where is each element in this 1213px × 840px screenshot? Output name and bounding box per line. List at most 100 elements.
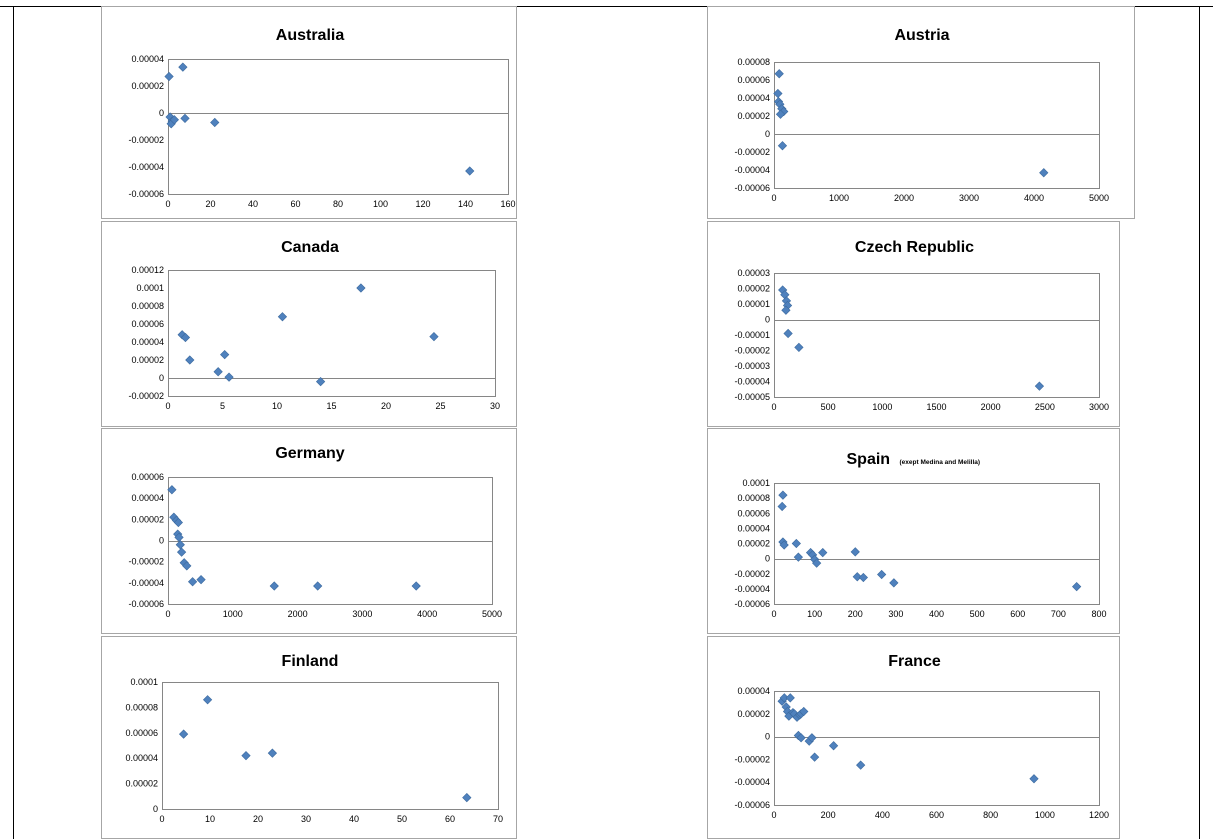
x-tick-label: 0 (165, 401, 170, 411)
y-tick-label: -0.00004 (128, 162, 164, 172)
y-tick-label: -0.00004 (734, 165, 770, 175)
plot-area (774, 691, 1100, 806)
x-tick-label: 1000 (1035, 810, 1055, 820)
x-tick-label: 2500 (1035, 402, 1055, 412)
y-tick-label: -0.00006 (128, 599, 164, 609)
data-point (178, 729, 189, 739)
y-tick-label: 0 (159, 373, 164, 383)
x-tick-label: 0 (159, 814, 164, 824)
y-tick-label: 0.00004 (131, 337, 164, 347)
y-tick-label: 0 (765, 129, 770, 139)
x-tick-label: 80 (333, 199, 343, 209)
y-tick-label: 0.0001 (136, 283, 164, 293)
y-tick-label: 0.00004 (131, 493, 164, 503)
data-point (313, 581, 323, 591)
chart-title: Finland (282, 653, 339, 670)
chart-svg: Spain (exept Medina and Melilla) -0.00006 -… (734, 451, 1106, 619)
data-point (1029, 774, 1039, 784)
y-tick-label: 0.00008 (737, 57, 770, 67)
x-tick-label: 1500 (926, 402, 946, 412)
y-tick-label: 0.00001 (737, 299, 770, 309)
y-tick-label: -0.00002 (734, 754, 770, 764)
data-point (411, 581, 421, 591)
data-point (315, 376, 326, 387)
x-tick-label: 500 (821, 402, 836, 412)
x-tick-label: 40 (349, 814, 359, 824)
y-tick-label: -0.00003 (734, 361, 770, 371)
data-point (173, 517, 183, 528)
y-tick-label: -0.00002 (128, 557, 164, 567)
data-point (852, 572, 862, 582)
x-tick-label: 200 (821, 810, 836, 820)
data-point (812, 558, 822, 568)
x-tick-label: 400 (929, 609, 944, 619)
data-point (793, 552, 803, 562)
data-point (856, 760, 866, 770)
y-tick-label: 0.00008 (125, 702, 158, 712)
data-point (176, 547, 187, 557)
data-point (1034, 381, 1045, 391)
x-tick-label: 600 (1010, 609, 1025, 619)
chart-panel-finland: Finland 0 0.00002 0.00004 0.00006 0.00008 0.00… (101, 636, 517, 839)
y-tick-label: -0.00002 (734, 569, 770, 579)
y-tick-label: -0.00004 (734, 777, 770, 787)
x-tick-label: 700 (1051, 609, 1066, 619)
y-tick-label: 0 (765, 315, 770, 325)
data-point (785, 693, 795, 703)
data-point (1039, 168, 1049, 178)
x-tick-label: 800 (983, 810, 998, 820)
chart-panel-canada: Canada -0.00002 0 0.00002 0.00004 0.00006 0.00… (101, 221, 517, 427)
data-point (185, 355, 195, 365)
x-tick-label: 0 (165, 199, 170, 209)
chart-title: Czech Republic (855, 239, 974, 256)
data-point (775, 109, 786, 119)
y-tick-label: -0.00001 (734, 330, 770, 340)
x-tick-label: 15 (326, 401, 336, 411)
plot-area (774, 483, 1100, 605)
data-point (794, 342, 804, 353)
data-point (778, 490, 788, 500)
data-point (429, 331, 439, 342)
y-tick-label: -0.00002 (734, 346, 770, 356)
data-point (779, 540, 789, 550)
x-tick-label: 500 (970, 609, 985, 619)
data-point (182, 561, 192, 571)
x-tick-label: 10 (205, 814, 215, 824)
x-tick-label: 5000 (1089, 193, 1109, 203)
y-tick-label: 0.00006 (737, 75, 770, 85)
chart-title: Spain (847, 451, 891, 468)
y-tick-label: 0 (159, 108, 164, 118)
chart-title: France (888, 653, 941, 670)
y-tick-label: 0.00003 (737, 268, 770, 278)
chart-panel-czech-republic: Czech Republic -0.00005 -0.00004 -0.00003 -0… (707, 221, 1120, 427)
y-tick-label: 0.00002 (737, 539, 770, 549)
y-tick-label: -0.00004 (734, 584, 770, 594)
y-tick-label: 0.00006 (131, 472, 164, 482)
chart-title: Canada (281, 239, 339, 256)
chart-svg: Finland 0 0.00002 0.00004 0.00006 0.00008 0.00… (125, 653, 503, 824)
x-tick-label: 20 (253, 814, 263, 824)
y-tick-label: 0.0001 (742, 478, 770, 488)
data-point (269, 581, 279, 591)
y-tick-label: 0.00012 (131, 265, 164, 275)
x-tick-label: 140 (458, 199, 473, 209)
plot-area (774, 273, 1100, 398)
x-tick-label: 5 (220, 401, 225, 411)
data-point (889, 578, 899, 588)
x-tick-label: 20 (381, 401, 391, 411)
x-tick-label: 2000 (894, 193, 914, 203)
chart-title: Austria (894, 27, 949, 44)
data-point (180, 332, 191, 343)
data-point (818, 547, 828, 558)
x-tick-label: 60 (290, 199, 300, 209)
chart-panel-france: France -0.00006 -0.00004 -0.00002 0 0.00002 0.… (707, 636, 1120, 839)
x-tick-label: 25 (435, 401, 445, 411)
x-tick-label: 20 (205, 199, 215, 209)
y-tick-label: -0.00004 (128, 578, 164, 588)
x-tick-label: 50 (397, 814, 407, 824)
x-tick-label: 0 (771, 193, 776, 203)
chart-title: Germany (275, 445, 344, 462)
x-tick-label: 4000 (1024, 193, 1044, 203)
y-tick-label: 0.00002 (131, 514, 164, 524)
y-tick-label: 0 (153, 804, 158, 814)
